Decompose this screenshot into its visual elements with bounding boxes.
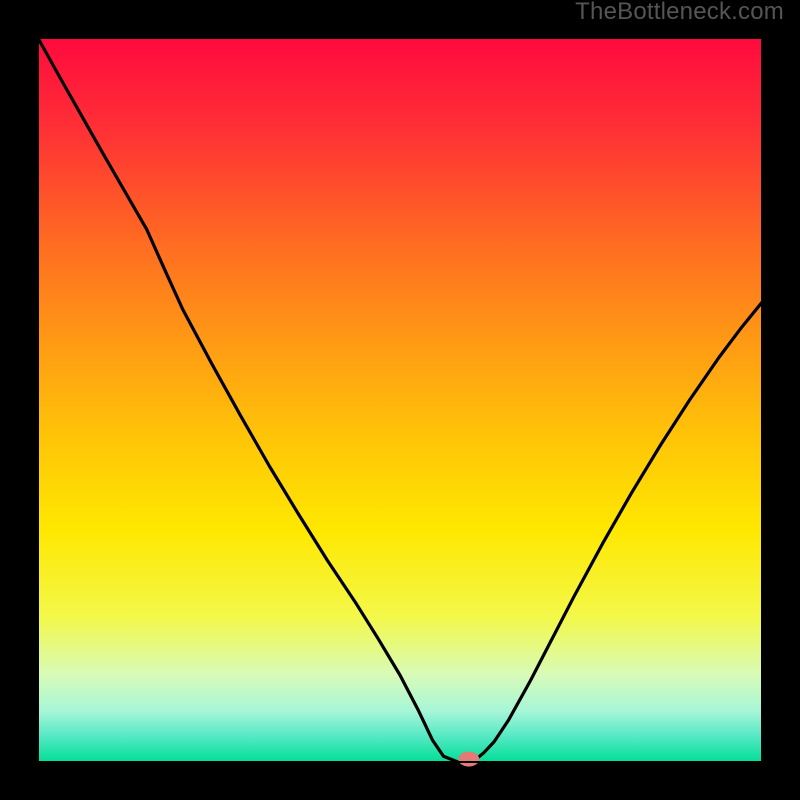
plot-background (38, 38, 762, 762)
chart-container: TheBottleneck.com (0, 0, 800, 800)
optimum-marker (458, 752, 479, 767)
watermark-text: TheBottleneck.com (575, 0, 784, 24)
bottleneck-chart (0, 0, 800, 800)
